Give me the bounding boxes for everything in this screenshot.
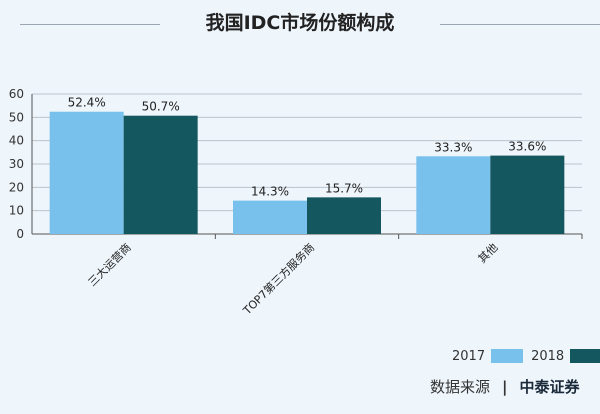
bar-2017 xyxy=(416,156,491,234)
x-category-label: TOP7第三方服务商 xyxy=(239,240,317,318)
data-label: 33.6% xyxy=(508,140,546,154)
data-label: 33.3% xyxy=(434,140,472,154)
y-tick-label: 0 xyxy=(16,227,24,241)
source-separator: | xyxy=(502,377,508,396)
title-rule-left xyxy=(20,24,160,25)
source-label: 数据来源 xyxy=(430,378,491,396)
data-label: 15.7% xyxy=(325,181,363,195)
source-line: 数据来源 | 中泰证券 xyxy=(430,376,580,397)
legend-label-2017: 2017 xyxy=(452,348,486,364)
y-tick-label: 40 xyxy=(9,134,24,148)
title-area: 我国IDC市场份额构成 xyxy=(0,6,600,42)
bar-2018 xyxy=(307,197,381,234)
y-tick-label: 30 xyxy=(9,157,24,171)
y-tick-label: 10 xyxy=(9,204,24,218)
title-rule-right xyxy=(440,24,600,25)
bar-2017 xyxy=(233,200,307,234)
bar-2018 xyxy=(490,155,565,234)
legend-swatch-2017 xyxy=(491,349,524,363)
data-label: 14.3% xyxy=(251,185,289,199)
x-category-label: 三大运营商 xyxy=(85,240,134,289)
y-tick-label: 50 xyxy=(9,110,24,124)
legend-label-2018: 2018 xyxy=(531,348,565,364)
y-tick-label: 60 xyxy=(9,87,24,101)
source-brand: 中泰证券 xyxy=(519,378,580,396)
bar-2017 xyxy=(49,111,124,234)
legend-swatch-2018 xyxy=(570,349,600,363)
y-tick-label: 20 xyxy=(9,180,24,194)
chart-title: 我国IDC市场份额构成 xyxy=(205,12,395,34)
data-label: 50.7% xyxy=(142,100,180,114)
legend: 2017 2018 xyxy=(452,346,600,366)
bar-2018 xyxy=(123,115,198,234)
data-label: 52.4% xyxy=(68,96,106,110)
x-category-label: 其他 xyxy=(476,241,501,266)
